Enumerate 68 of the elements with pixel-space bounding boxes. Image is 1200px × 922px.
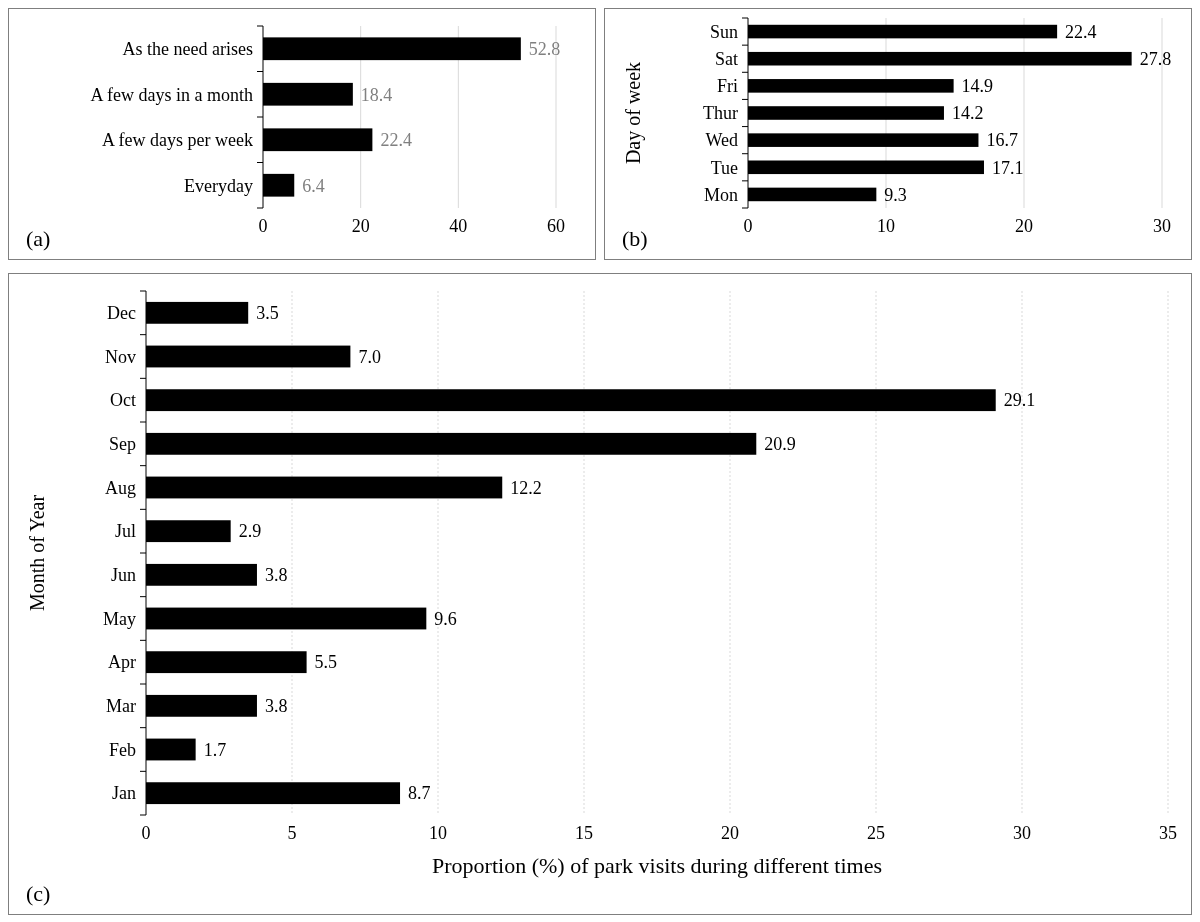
y-tick-label: Aug (105, 477, 136, 498)
x-tick-label: 30 (1153, 216, 1171, 236)
x-tick-label: 20 (1015, 216, 1033, 236)
y-tick-label: Nov (105, 346, 136, 367)
data-label: 6.4 (302, 175, 325, 196)
y-tick-label: Tue (710, 157, 738, 178)
y-tick-label: Sat (714, 49, 738, 70)
data-label: 1.7 (203, 739, 227, 760)
y-axis-title: Day of week (622, 61, 645, 165)
data-label: 8.7 (408, 783, 431, 804)
y-tick-label: Feb (109, 739, 136, 760)
x-tick-label: 30 (1013, 823, 1031, 843)
data-label: 3.8 (264, 696, 288, 717)
x-tick-label: 0 (141, 823, 151, 843)
text: (a) (26, 226, 51, 251)
data-label: 3.5 (256, 303, 279, 324)
data-label: 14.2 (951, 103, 984, 124)
y-tick-label: As the need arises (122, 39, 253, 60)
y-tick-label: Apr (108, 652, 136, 673)
data-label: 9.3 (884, 184, 907, 205)
y-tick-label: Oct (110, 390, 136, 411)
text: (c) (26, 881, 51, 906)
x-tick-label: 40 (449, 216, 468, 236)
y-tick-label: Wed (705, 130, 738, 151)
data-label: 22.4 (1065, 21, 1097, 42)
data-label: 9.6 (434, 608, 457, 629)
y-tick-label: May (103, 608, 136, 629)
y-tick-label: Jan (112, 783, 136, 804)
y-tick-label: Mar (106, 696, 136, 717)
y-tick-label: Fri (716, 76, 738, 97)
x-tick-label: 25 (867, 823, 885, 843)
y-tick-label: Thur (703, 103, 738, 124)
x-tick-label: 0 (743, 216, 753, 236)
data-label: 14.9 (961, 76, 994, 97)
y-tick-label: Sep (109, 434, 136, 455)
y-tick-label: A few days in a month (90, 84, 253, 105)
data-label: 3.8 (264, 565, 288, 586)
data-label: 18.4 (360, 84, 393, 105)
data-label: 7.0 (358, 346, 381, 367)
x-tick-label: 20 (351, 216, 370, 236)
y-tick-label: Jun (110, 565, 136, 586)
x-tick-label: 10 (877, 216, 895, 236)
x-tick-label: 35 (1159, 823, 1177, 843)
data-label: 52.8 (528, 39, 561, 60)
text: (b) (622, 226, 648, 251)
y-tick-label: Everyday (184, 175, 253, 196)
data-label: 22.4 (380, 130, 412, 151)
data-label: 2.9 (238, 521, 262, 542)
x-tick-label: 5 (287, 823, 297, 843)
x-tick-label: 10 (429, 823, 447, 843)
data-label: 17.1 (991, 157, 1024, 178)
y-tick-label: Jul (114, 521, 136, 542)
y-tick-label: Sun (709, 21, 738, 42)
data-label: 16.7 (986, 130, 1018, 151)
x-axis-title: Proportion (%) of park visits during different times (432, 853, 882, 878)
data-label: 29.1 (1003, 390, 1036, 411)
data-label: 5.5 (314, 652, 338, 673)
data-label: 27.8 (1139, 49, 1172, 70)
x-tick-label: 60 (547, 216, 565, 236)
y-tick-label: A few days per week (102, 130, 253, 151)
data-label: 12.2 (510, 477, 542, 498)
x-tick-label: 15 (575, 823, 593, 843)
y-axis-title: Month of Year (26, 494, 48, 612)
y-tick-label: Mon (703, 184, 738, 205)
y-tick-label: Dec (107, 303, 136, 324)
x-tick-label: 0 (258, 216, 268, 236)
x-tick-label: 20 (721, 823, 739, 843)
data-label: 20.9 (764, 434, 796, 455)
